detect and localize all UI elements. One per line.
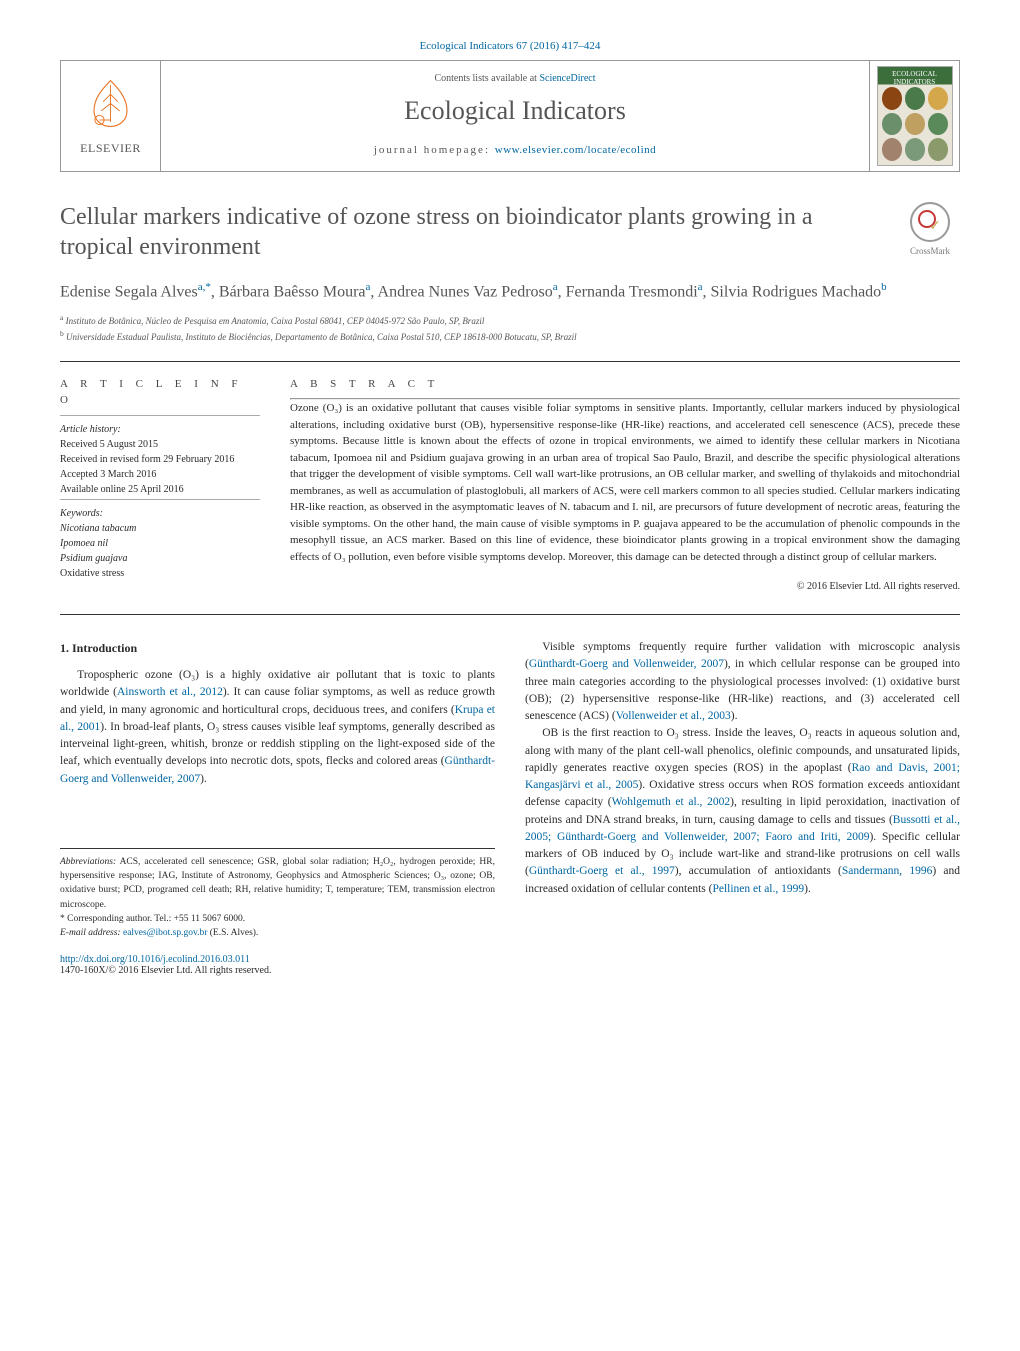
corresponding-author-footnote: * Corresponding author. Tel.: +55 11 506… xyxy=(60,912,495,926)
accepted-date: Accepted 3 March 2016 xyxy=(60,467,260,482)
abstract-text: Ozone (O₃) is an oxidative pollutant tha… xyxy=(290,400,960,565)
bottom-identifiers: http://dx.doi.org/10.1016/j.ecolind.2016… xyxy=(60,954,960,976)
citation-link[interactable]: Wohlgemuth et al., 2002 xyxy=(612,796,731,808)
keyword: Ipomoea nil xyxy=(60,536,260,551)
issn-copyright: 1470-160X/© 2016 Elsevier Ltd. All right… xyxy=(60,965,271,976)
citation-link[interactable]: Vollenweider et al., 2003 xyxy=(616,710,731,722)
crossmark-icon: ✓ xyxy=(910,202,950,242)
email-footnote: E-mail address: ealves@ibot.sp.gov.br (E… xyxy=(60,926,495,940)
crossmark-widget[interactable]: ✓ CrossMark xyxy=(900,202,960,256)
abstract-column: A B S T R A C T Ozone (O₃) is an oxidati… xyxy=(290,376,960,595)
affiliation-b: b Universidade Estadual Paulista, Instit… xyxy=(60,328,960,345)
citation-link[interactable]: Pellinen et al., 1999 xyxy=(712,883,804,895)
keyword: Psidium guajava xyxy=(60,551,260,566)
article-title: Cellular markers indicative of ozone str… xyxy=(60,202,880,262)
publisher-logo-cell: ELSEVIER xyxy=(61,61,161,171)
crossmark-label: CrossMark xyxy=(900,246,960,256)
received-date: Received 5 August 2015 xyxy=(60,437,260,452)
intro-p1: Tropospheric ozone (O₃) is a highly oxid… xyxy=(60,667,495,788)
abstract-copyright: © 2016 Elsevier Ltd. All rights reserved… xyxy=(290,579,960,594)
keyword: Oxidative stress xyxy=(60,566,260,581)
journal-name: Ecological Indicators xyxy=(173,96,857,126)
rule-top xyxy=(60,361,960,362)
homepage-link[interactable]: www.elsevier.com/locate/ecolind xyxy=(495,144,656,156)
citation-link[interactable]: Sandermann, 1996 xyxy=(842,865,933,877)
keywords-label: Keywords: xyxy=(60,506,260,521)
citation-link[interactable]: Günthardt-Goerg and Vollenweider, 2007 xyxy=(529,658,724,670)
info-rule-2 xyxy=(60,499,260,500)
citation-link[interactable]: Ainsworth et al., 2012 xyxy=(117,686,223,698)
journal-cover-thumbnail: ECOLOGICAL INDICATORS xyxy=(877,66,953,166)
journal-cover-cell: ECOLOGICAL INDICATORS xyxy=(869,61,959,171)
abstract-label: A B S T R A C T xyxy=(290,376,960,393)
revised-date: Received in revised form 29 February 201… xyxy=(60,452,260,467)
citation-link[interactable]: Ecological Indicators 67 (2016) 417–424 xyxy=(420,40,601,52)
elsevier-text: ELSEVIER xyxy=(80,141,141,156)
homepage-line: journal homepage: www.elsevier.com/locat… xyxy=(173,144,857,156)
header-center: Contents lists available at ScienceDirec… xyxy=(161,61,869,171)
body-column-left: 1. Introduction Tropospheric ozone (O₃) … xyxy=(60,639,495,940)
citation-link[interactable]: Günthardt-Goerg et al., 1997 xyxy=(529,865,675,877)
abbreviations-footnote: Abbreviations: ACS, accelerated cell sen… xyxy=(60,855,495,912)
doi-link[interactable]: http://dx.doi.org/10.1016/j.ecolind.2016… xyxy=(60,954,250,965)
body-column-right: Visible symptoms frequently require furt… xyxy=(525,639,960,940)
journal-header-box: ELSEVIER Contents lists available at Sci… xyxy=(60,60,960,172)
sciencedirect-link[interactable]: ScienceDirect xyxy=(539,73,595,84)
article-info-column: A R T I C L E I N F O Article history: R… xyxy=(60,376,260,595)
cover-title: ECOLOGICAL INDICATORS xyxy=(878,67,952,86)
keyword: Nicotiana tabacum xyxy=(60,521,260,536)
intro-heading: 1. Introduction xyxy=(60,639,495,657)
homepage-prefix: journal homepage: xyxy=(374,144,495,156)
contents-line: Contents lists available at ScienceDirec… xyxy=(173,73,857,84)
footnotes: Abbreviations: ACS, accelerated cell sen… xyxy=(60,848,495,941)
email-link[interactable]: ealves@ibot.sp.gov.br xyxy=(123,928,207,938)
article-info-label: A R T I C L E I N F O xyxy=(60,376,260,409)
rule-bottom xyxy=(60,614,960,615)
info-rule-1 xyxy=(60,415,260,416)
online-date: Available online 25 April 2016 xyxy=(60,482,260,497)
authors-line: Edenise Segala Alvesa,*, Bárbara Baêsso … xyxy=(60,280,960,304)
affiliation-a: a Instituto de Botânica, Núcleo de Pesqu… xyxy=(60,312,960,329)
affiliations: a Instituto de Botânica, Núcleo de Pesqu… xyxy=(60,312,960,345)
intro-p3: OB is the first reaction to O₃ stress. I… xyxy=(525,725,960,898)
elsevier-tree-icon xyxy=(83,76,138,131)
history-label: Article history: xyxy=(60,422,260,437)
elsevier-logo: ELSEVIER xyxy=(80,76,141,156)
running-header: Ecological Indicators 67 (2016) 417–424 xyxy=(60,40,960,52)
intro-p2: Visible symptoms frequently require furt… xyxy=(525,639,960,725)
contents-prefix: Contents lists available at xyxy=(434,73,539,84)
